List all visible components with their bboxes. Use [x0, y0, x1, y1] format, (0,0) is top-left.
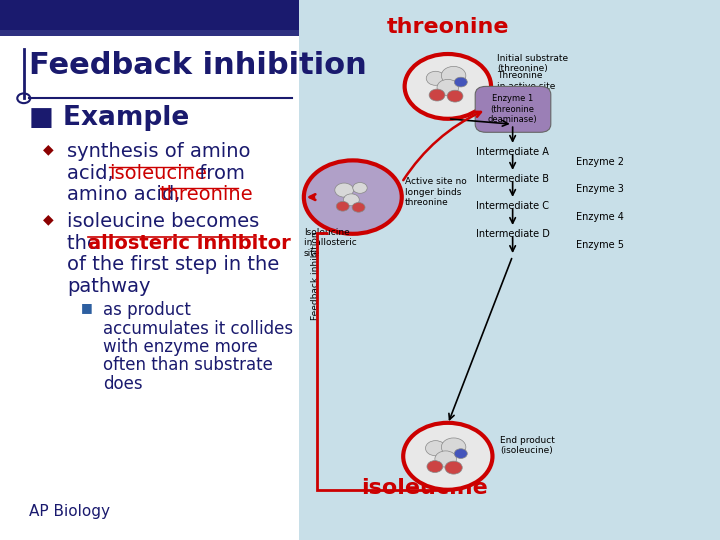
Circle shape	[336, 201, 349, 211]
Text: isoleucine: isoleucine	[109, 164, 207, 183]
Text: End product
(isoleucine): End product (isoleucine)	[500, 436, 555, 455]
Text: Initial substrate
(threonine): Initial substrate (threonine)	[497, 54, 568, 73]
Text: pathway: pathway	[67, 277, 150, 296]
Text: Enzyme 2: Enzyme 2	[576, 157, 624, 167]
FancyBboxPatch shape	[475, 86, 551, 132]
Text: Intermediate D: Intermediate D	[476, 229, 549, 239]
Text: isoleucine: isoleucine	[361, 478, 488, 498]
Text: ◆: ◆	[43, 142, 54, 156]
Circle shape	[343, 194, 359, 206]
Text: does: does	[103, 375, 143, 393]
Circle shape	[427, 461, 443, 472]
Text: threonine: threonine	[160, 185, 253, 204]
Text: allosteric inhibitor: allosteric inhibitor	[88, 234, 291, 253]
Circle shape	[17, 93, 30, 103]
Circle shape	[304, 160, 402, 234]
Text: acid,: acid,	[67, 164, 120, 183]
Text: as product: as product	[103, 301, 191, 319]
Text: ■: ■	[81, 301, 93, 314]
Circle shape	[335, 183, 354, 197]
Text: synthesis of amino: synthesis of amino	[67, 142, 251, 161]
Text: Isoleucine
in allosteric
site: Isoleucine in allosteric site	[304, 228, 356, 258]
Text: Enzyme 1
(threonine
deaminase): Enzyme 1 (threonine deaminase)	[488, 94, 537, 124]
Text: AP Biology: AP Biology	[29, 504, 109, 519]
Text: threonine: threonine	[387, 17, 509, 37]
Text: ◆: ◆	[43, 212, 54, 226]
Text: Enzyme 5: Enzyme 5	[576, 240, 624, 250]
Text: Enzyme 3: Enzyme 3	[576, 184, 624, 194]
Text: Feedback inhibition: Feedback inhibition	[311, 231, 320, 320]
Circle shape	[426, 71, 445, 85]
Circle shape	[353, 183, 367, 193]
Text: Intermediate C: Intermediate C	[476, 201, 549, 211]
Text: from: from	[193, 164, 245, 183]
Text: of the first step in the: of the first step in the	[67, 255, 279, 274]
Text: isoleucine becomes: isoleucine becomes	[67, 212, 259, 231]
Bar	[299, 0, 720, 540]
Circle shape	[441, 438, 466, 456]
Circle shape	[447, 90, 463, 102]
Text: Enzyme 4: Enzyme 4	[576, 212, 624, 222]
Circle shape	[403, 423, 492, 490]
Text: Intermediate A: Intermediate A	[476, 147, 549, 157]
Circle shape	[437, 79, 459, 96]
Circle shape	[405, 54, 491, 119]
Text: Active site no
longer binds
threonine: Active site no longer binds threonine	[405, 177, 467, 207]
Circle shape	[429, 89, 445, 101]
Text: accumulates it collides: accumulates it collides	[103, 320, 293, 338]
Circle shape	[454, 77, 467, 87]
Text: the: the	[67, 234, 105, 253]
Text: with enzyme more: with enzyme more	[103, 338, 258, 356]
Text: Intermediate B: Intermediate B	[476, 174, 549, 184]
Circle shape	[445, 461, 462, 474]
Circle shape	[441, 66, 466, 85]
Circle shape	[426, 441, 446, 456]
Bar	[0, 0, 720, 30]
Text: Feedback inhibition: Feedback inhibition	[29, 51, 366, 80]
Text: often than substrate: often than substrate	[103, 356, 273, 374]
Text: amino acid,: amino acid,	[67, 185, 186, 204]
Text: ■ Example: ■ Example	[29, 105, 189, 131]
Bar	[0, 30, 720, 36]
Circle shape	[454, 449, 467, 458]
Circle shape	[435, 451, 456, 467]
Text: Threonine
in active site: Threonine in active site	[497, 71, 555, 91]
Circle shape	[352, 202, 365, 212]
